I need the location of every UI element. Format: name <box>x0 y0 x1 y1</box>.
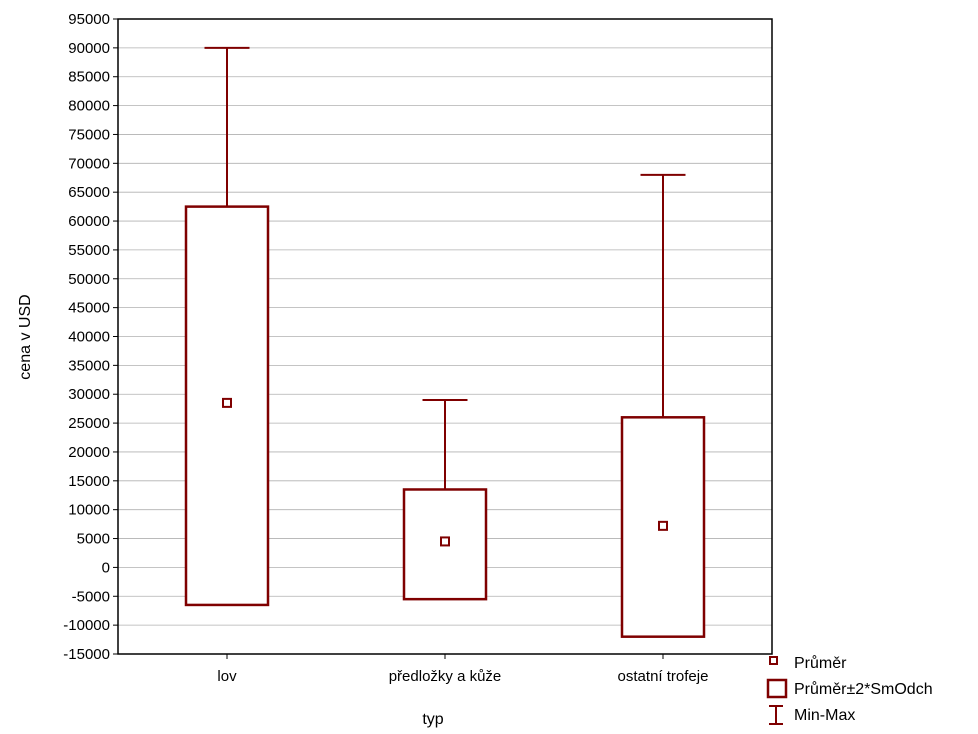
box-group <box>402 399 488 601</box>
y-tick-label: 90000 <box>68 40 110 57</box>
x-axis-ticks: lov předložky a kůže ostatní trofeje <box>217 654 708 685</box>
x-tick-label: předložky a kůže <box>389 668 502 685</box>
y-tick-label: 15000 <box>68 473 110 490</box>
y-tick-label: 40000 <box>68 329 110 346</box>
box-group <box>184 46 270 607</box>
legend-label-mean: Průměr <box>794 654 847 672</box>
legend: Průměr Průměr±2*SmOdch Min-Max <box>766 654 933 725</box>
x-axis-title: typ <box>422 711 443 728</box>
y-tick-label: 65000 <box>68 184 110 201</box>
mean-marker <box>658 520 668 531</box>
y-tick-label: 85000 <box>68 69 110 86</box>
x-tick-label: ostatní trofeje <box>618 668 709 685</box>
legend-label-minmax: Min-Max <box>794 707 855 724</box>
legend-label-box: Průměr±2*SmOdch <box>794 680 933 698</box>
y-tick-label: 25000 <box>68 415 110 432</box>
y-tick-label: 35000 <box>68 357 110 374</box>
legend-mean-marker <box>769 656 778 665</box>
y-tick-label: 95000 <box>68 11 110 28</box>
y-axis-ticks: -15000 -10000 -5000 0 5000 10000 15000 20000 250… <box>63 11 118 663</box>
mean-marker <box>440 536 450 547</box>
y-tick-label: 50000 <box>68 271 110 288</box>
y-tick-label: -5000 <box>72 588 110 605</box>
y-tick-label: -10000 <box>63 617 110 634</box>
y-tick-label: 75000 <box>68 126 110 143</box>
y-tick-label: 10000 <box>68 502 110 519</box>
y-tick-label: 60000 <box>68 213 110 230</box>
box-group <box>620 173 706 638</box>
y-tick-label: 30000 <box>68 386 110 403</box>
y-tick-label: 80000 <box>68 98 110 115</box>
plot-series <box>184 46 706 638</box>
x-tick-label: lov <box>217 668 237 685</box>
y-tick-label: 5000 <box>77 531 110 548</box>
y-axis-title: cena v USD <box>17 294 34 379</box>
mean-marker <box>222 397 232 408</box>
y-tick-label: -15000 <box>63 646 110 663</box>
y-tick-label: 20000 <box>68 444 110 461</box>
legend-box-marker <box>766 678 788 699</box>
legend-whisker-marker <box>769 705 783 725</box>
y-tick-label: 55000 <box>68 242 110 259</box>
y-tick-label: 70000 <box>68 155 110 172</box>
y-tick-label: 0 <box>102 559 110 576</box>
y-tick-label: 45000 <box>68 300 110 317</box>
